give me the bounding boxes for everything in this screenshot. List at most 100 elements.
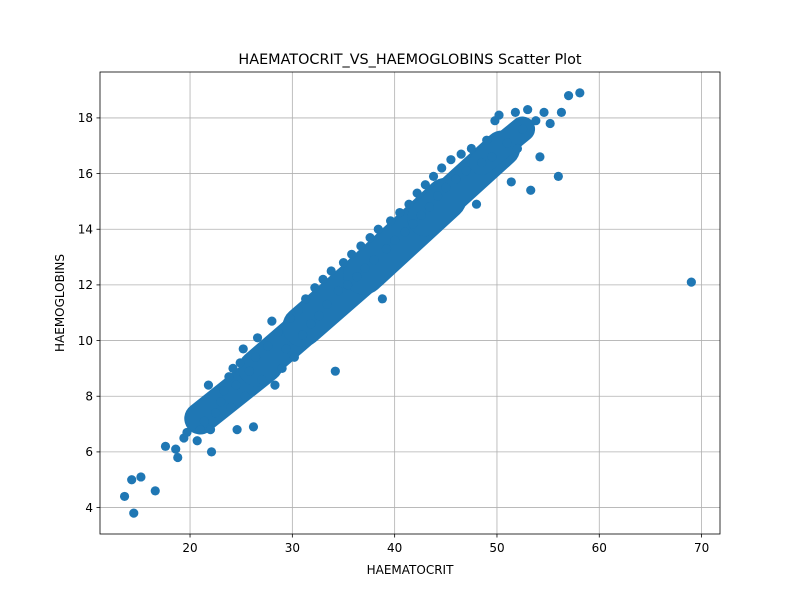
scatter-point [314, 310, 324, 321]
scatter-point [238, 344, 248, 354]
scatter-point [437, 163, 447, 173]
scatter-points [119, 88, 696, 518]
scatter-point [352, 271, 362, 282]
scatter-point [531, 116, 541, 126]
y-tick-label: 18 [78, 111, 93, 125]
scatter-point [456, 149, 466, 159]
x-tick-label: 30 [285, 541, 300, 555]
y-tick-label: 8 [85, 389, 93, 403]
scatter-point [512, 143, 523, 154]
scatter-point [226, 402, 236, 412]
scatter-point [471, 199, 482, 209]
scatter-point [171, 444, 181, 454]
scatter-point [285, 313, 295, 323]
scatter-point [404, 199, 414, 209]
scatter-point [433, 191, 443, 201]
scatter-point [150, 486, 160, 496]
scatter-point [127, 475, 137, 485]
scatter-point [377, 294, 387, 304]
grid-lines [100, 72, 720, 534]
scatter-point [136, 472, 146, 482]
x-tick-label: 50 [489, 541, 504, 555]
scatter-point [330, 366, 340, 376]
scatter-point [250, 352, 261, 362]
scatter-point [270, 380, 280, 390]
scatter-point [205, 425, 216, 435]
scatter-point [333, 285, 343, 296]
scatter-point [369, 255, 379, 265]
x-tick-label: 40 [387, 541, 402, 555]
scatter-point [477, 157, 487, 168]
x-tick-label: 60 [592, 541, 607, 555]
scatter-point [297, 330, 308, 340]
scatter-point [240, 391, 250, 401]
scatter-point [338, 258, 349, 268]
y-axis-ticks: 4 6 8 10 12 14 16 18 [78, 111, 100, 515]
scatter-point [365, 232, 375, 243]
scatter-point [235, 358, 245, 368]
scatter-point [506, 177, 516, 187]
scatter-point [347, 249, 357, 259]
scatter-point [248, 422, 259, 432]
scatter-point [428, 171, 439, 181]
scatter-point [686, 277, 696, 287]
scatter-point [510, 107, 520, 117]
scatter-point [129, 508, 139, 518]
x-axis-ticks: 20 30 40 50 60 70 [182, 534, 709, 555]
scatter-point [526, 185, 536, 195]
scatter-point [385, 216, 396, 226]
scatter-point [523, 104, 533, 115]
scatter-point [228, 363, 238, 374]
y-tick-label: 10 [78, 334, 93, 348]
scatter-point [281, 344, 291, 354]
scatter-point [267, 316, 277, 326]
scatter-point [356, 241, 366, 251]
chart-title: HAEMATOCRIT_VS_HAEMOGLOBINS Scatter Plot [238, 52, 582, 68]
scatter-point [289, 352, 299, 362]
scatter-point [277, 363, 287, 374]
scatter-point [273, 327, 283, 337]
scatter-point [173, 452, 183, 463]
scatter-point [211, 408, 221, 418]
scatter-point [482, 135, 492, 145]
scatter-point [244, 366, 254, 376]
scatter-point [318, 274, 328, 284]
y-tick-label: 12 [78, 278, 93, 292]
scatter-point [487, 152, 497, 162]
scatter-point [119, 491, 130, 502]
scatter-point [400, 227, 410, 237]
scatter-point [219, 386, 229, 396]
y-axis-label: HAEMOGLOBINS [53, 254, 67, 352]
scatter-point [390, 235, 400, 245]
scatter-point [556, 107, 567, 117]
x-tick-label: 20 [182, 541, 197, 555]
scatter-point [322, 299, 332, 309]
plot-frame [99, 71, 721, 535]
scatter-point [381, 244, 392, 254]
scatter-point [408, 219, 418, 229]
scatter-point [231, 380, 241, 390]
scatter-point [466, 143, 476, 154]
scatter-point [424, 202, 435, 212]
scatter-point [326, 266, 336, 276]
x-tick-label: 70 [694, 541, 709, 555]
scatter-point [360, 263, 370, 273]
scatter-point [257, 374, 267, 385]
scatter-point [160, 441, 171, 451]
scatter-point [441, 182, 451, 193]
scatter-point [553, 171, 563, 181]
scatter-point [206, 447, 217, 457]
scatter-point [494, 110, 504, 120]
scatter-point [535, 152, 545, 162]
scatter-point [461, 166, 471, 176]
scatter-point [420, 180, 430, 190]
scatter-point [342, 280, 353, 290]
scatter-point [263, 341, 273, 351]
scatter-point [293, 305, 304, 315]
y-tick-label: 6 [85, 445, 93, 459]
scatter-point [502, 138, 512, 148]
scatter-point [203, 380, 214, 390]
scatter-point [216, 397, 226, 407]
